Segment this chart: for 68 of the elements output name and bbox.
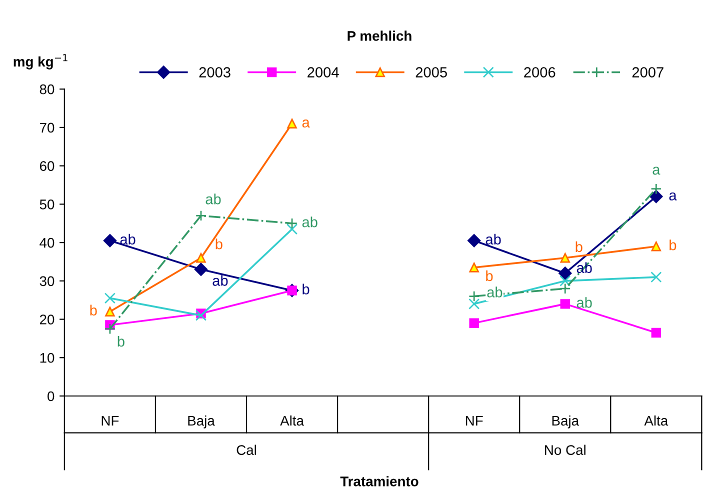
y-tick-label: 60 (40, 161, 54, 171)
legend-label: 2007 (632, 67, 664, 78)
point (560, 275, 571, 286)
point (650, 190, 663, 204)
annotation: ab (486, 234, 501, 245)
annotation: ab (487, 286, 502, 298)
y-axis-title: mg kg$^{−1}$ (14, 54, 68, 70)
point (104, 292, 116, 304)
point (650, 183, 662, 194)
point (468, 234, 481, 248)
point (650, 272, 662, 283)
annotation: a (652, 166, 660, 175)
point (104, 323, 116, 334)
point (196, 253, 206, 263)
y-tick-label: 50 (40, 200, 54, 210)
point (195, 210, 207, 222)
annotation: b (90, 304, 97, 316)
text: No Cal (545, 444, 586, 455)
legend-label: 2003 (199, 67, 230, 78)
point (558, 266, 572, 280)
point (651, 242, 662, 252)
y-tick-label: 0 (48, 391, 54, 402)
point (468, 290, 480, 302)
x-tick-label: Alta (644, 415, 668, 426)
annotation: ab (576, 297, 592, 308)
annotation: ab (302, 216, 318, 228)
chart-title: P mehlich (348, 30, 412, 41)
x-tick-label: Baja (188, 415, 215, 428)
y-tick-label: 20 (40, 314, 54, 324)
point (651, 328, 662, 338)
legend-label: 2004 (308, 67, 339, 78)
x-tick-label: NF (466, 416, 483, 426)
point (560, 299, 570, 309)
annotation: b (486, 270, 493, 282)
point (560, 283, 571, 294)
annotation: ab (212, 275, 228, 286)
annotation: b (670, 240, 676, 250)
point (194, 262, 208, 276)
point (286, 218, 298, 229)
point (103, 234, 117, 248)
y-tick-label: 10 (40, 352, 54, 363)
annotation: a (302, 120, 310, 128)
y-tick-label: 40 (40, 238, 54, 248)
point (560, 253, 570, 263)
x-tick-label: Baja (552, 415, 580, 428)
annotation: b (302, 284, 310, 294)
annotation: b (576, 241, 582, 252)
annotation: a (669, 192, 677, 200)
y-tick-label: 80 (40, 84, 54, 94)
point (105, 306, 115, 316)
y-tick-label: 30 (40, 276, 54, 286)
y-tick-label: 70 (40, 122, 54, 133)
point (195, 310, 207, 321)
annotation: ab (120, 234, 136, 245)
annotation: b (216, 238, 222, 250)
x-tick-label: Alta (280, 415, 304, 426)
point (469, 262, 479, 272)
point (468, 298, 480, 310)
annotation: b (118, 336, 124, 347)
point (287, 118, 297, 128)
text: Cal (236, 444, 256, 455)
legend-label: 2006 (524, 67, 556, 78)
x-axis-title: Tratamiento (340, 476, 418, 486)
annotation: ab (206, 194, 221, 204)
x-tick-label: NF (102, 416, 119, 426)
point (286, 224, 298, 235)
legend-label: 2005 (416, 67, 447, 78)
point (469, 318, 479, 328)
